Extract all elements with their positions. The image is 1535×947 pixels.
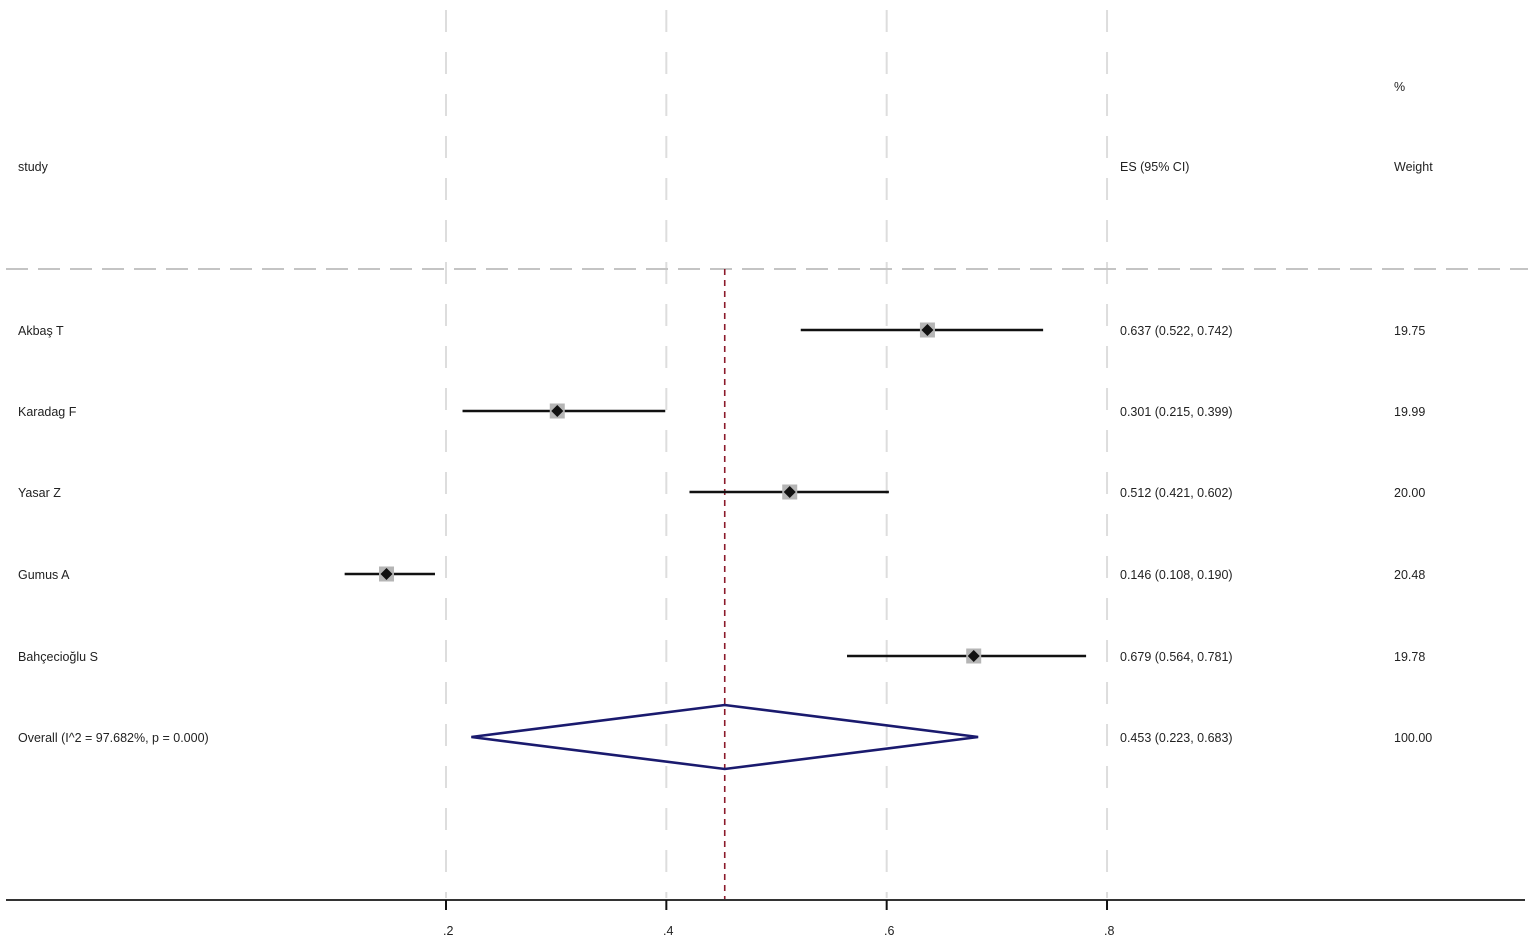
header-es-ci: ES (95% CI) xyxy=(1120,160,1190,174)
es-ci-value: 0.512 (0.421, 0.602) xyxy=(1120,486,1233,500)
vertical-gridlines xyxy=(445,10,1109,898)
weight-value: 20.48 xyxy=(1394,568,1426,582)
study-label: Bahçecioğlu S xyxy=(18,650,98,664)
x-axis xyxy=(6,899,1525,910)
point-estimate-marker xyxy=(783,486,796,498)
header-study: study xyxy=(18,160,48,174)
study-label: Gumus A xyxy=(18,568,70,582)
weight-value: 19.99 xyxy=(1394,405,1426,419)
point-estimate-marker xyxy=(921,324,934,336)
header-weight-percent: % xyxy=(1394,80,1406,94)
overall-weight-value: 100.00 xyxy=(1394,731,1433,745)
overall-es-ci-value: 0.453 (0.223, 0.683) xyxy=(1120,731,1233,745)
overall-diamond-shape xyxy=(471,703,979,771)
es-ci-value: 0.679 (0.564, 0.781) xyxy=(1120,650,1233,664)
es-ci-value: 0.637 (0.522, 0.742) xyxy=(1120,324,1233,338)
es-ci-value: 0.146 (0.108, 0.190) xyxy=(1120,568,1233,582)
study-label: Karadag F xyxy=(18,405,77,419)
study-label: Yasar Z xyxy=(18,486,61,500)
study-label: Akbaş T xyxy=(18,324,64,338)
weight-value: 19.78 xyxy=(1394,650,1426,664)
weight-value: 19.75 xyxy=(1394,324,1426,338)
x-tick-label: .2 xyxy=(443,924,454,938)
point-estimate-marker xyxy=(967,650,980,662)
study-markers xyxy=(344,322,1087,664)
x-tick-label: .8 xyxy=(1104,924,1115,938)
x-tick-label: .6 xyxy=(884,924,895,938)
point-estimate-marker xyxy=(380,568,393,580)
overall-diamond xyxy=(471,703,979,771)
overall-label: Overall (I^2 = 97.682%, p = 0.000) xyxy=(18,731,209,745)
weight-value: 20.00 xyxy=(1394,486,1426,500)
x-tick-label: .4 xyxy=(663,924,674,938)
es-ci-value: 0.301 (0.215, 0.399) xyxy=(1120,405,1233,419)
point-estimate-marker xyxy=(551,405,564,417)
header-weight: Weight xyxy=(1394,160,1433,174)
